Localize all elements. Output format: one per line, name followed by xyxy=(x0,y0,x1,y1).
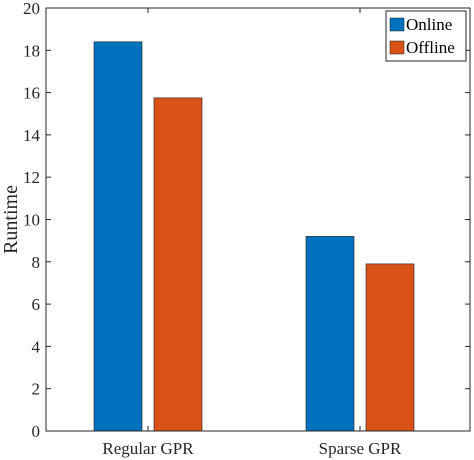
plot-area-frame xyxy=(45,7,471,432)
y-tick-label: 6 xyxy=(32,295,41,314)
legend-label-offline: Offline xyxy=(406,38,455,57)
y-tick-label: 18 xyxy=(23,41,40,60)
y-tick-label: 0 xyxy=(32,422,41,441)
bar-online-1 xyxy=(305,236,355,432)
y-axis-label: Runtime xyxy=(0,185,22,254)
y-tick-label: 14 xyxy=(23,126,41,145)
y-axis-ticks: 0 2 4 6 8 10 12 14 16 18 20 xyxy=(23,0,470,441)
bars-layer xyxy=(93,41,415,432)
legend: Online Offline xyxy=(385,10,467,62)
y-tick-label: 8 xyxy=(32,253,41,272)
bar-online-0 xyxy=(93,41,143,432)
y-tick-label: 12 xyxy=(23,168,40,187)
y-tick-label: 4 xyxy=(32,337,41,356)
x-axis-ticks: Regular GPR Sparse GPR xyxy=(102,8,402,458)
y-tick-label: 16 xyxy=(23,84,40,103)
x-tick-label: Regular GPR xyxy=(102,439,194,458)
y-tick-label: 10 xyxy=(23,211,40,230)
legend-swatch-online xyxy=(389,17,405,32)
y-tick-label: 20 xyxy=(23,0,40,18)
legend-swatch-offline xyxy=(389,40,405,55)
bar-offline-0 xyxy=(153,97,203,432)
legend-label-online: Online xyxy=(406,15,452,34)
bar-offline-1 xyxy=(365,263,415,432)
y-tick-label: 2 xyxy=(32,380,41,399)
x-tick-label: Sparse GPR xyxy=(319,439,402,458)
